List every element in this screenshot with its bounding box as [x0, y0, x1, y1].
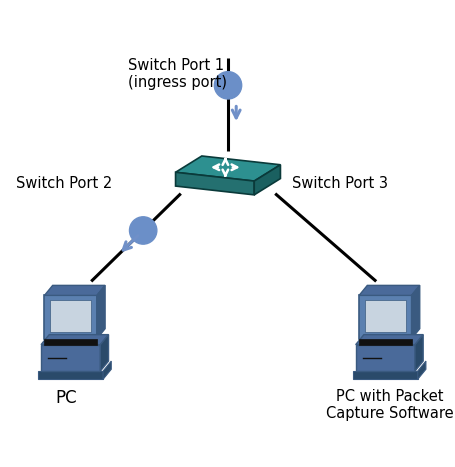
Text: Switch Port 1
(ingress port): Switch Port 1 (ingress port) — [127, 58, 226, 90]
Text: Switch Port 2: Switch Port 2 — [16, 176, 112, 191]
Circle shape — [214, 71, 241, 99]
Polygon shape — [45, 296, 97, 339]
Circle shape — [129, 217, 157, 244]
Polygon shape — [45, 339, 97, 345]
Polygon shape — [50, 300, 91, 332]
Polygon shape — [97, 285, 105, 339]
Polygon shape — [359, 296, 410, 339]
Polygon shape — [175, 156, 280, 181]
Polygon shape — [254, 165, 280, 195]
Polygon shape — [355, 335, 422, 345]
Polygon shape — [359, 285, 419, 296]
Polygon shape — [417, 361, 425, 379]
Polygon shape — [45, 285, 105, 296]
Polygon shape — [100, 335, 108, 371]
Text: PC: PC — [55, 389, 77, 407]
Polygon shape — [41, 335, 108, 345]
Polygon shape — [414, 335, 422, 371]
Polygon shape — [103, 361, 111, 379]
Polygon shape — [355, 345, 414, 371]
Polygon shape — [352, 371, 417, 379]
Polygon shape — [364, 300, 405, 332]
Polygon shape — [359, 339, 410, 345]
Polygon shape — [175, 172, 254, 195]
Polygon shape — [38, 371, 103, 379]
Polygon shape — [410, 285, 419, 339]
Polygon shape — [41, 345, 100, 371]
Text: PC with Packet
Capture Software: PC with Packet Capture Software — [325, 389, 453, 421]
Text: Switch Port 3: Switch Port 3 — [291, 176, 387, 191]
